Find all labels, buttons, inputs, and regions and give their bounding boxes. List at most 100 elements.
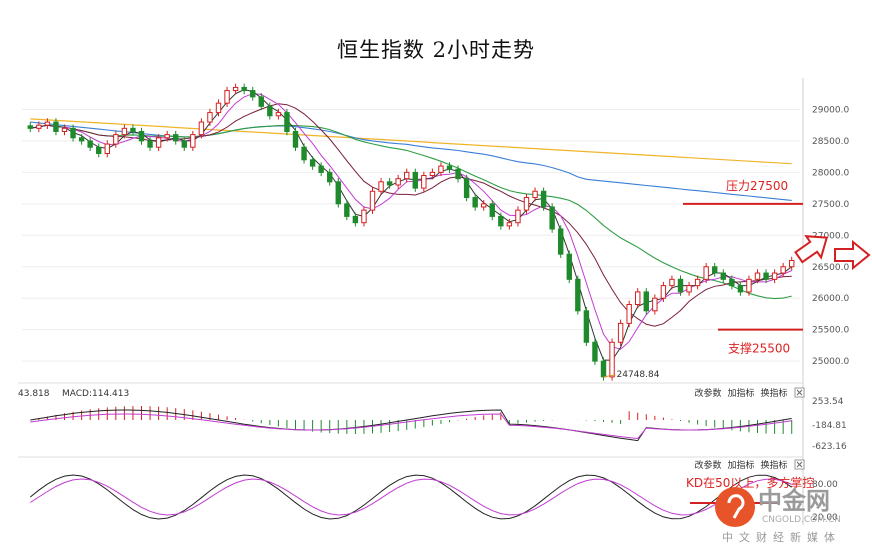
candle-body — [703, 266, 709, 280]
candle-body — [472, 197, 478, 208]
candle-body — [198, 121, 205, 136]
candle-body — [789, 259, 795, 268]
candle-body — [258, 96, 264, 107]
candle-body — [532, 190, 538, 199]
candle-body — [737, 285, 744, 293]
y-tick-label: 25500.0 — [812, 326, 849, 336]
candle-body — [190, 134, 196, 148]
candle-body — [130, 127, 136, 132]
candle-body — [36, 124, 42, 129]
candle-body — [506, 222, 513, 227]
candle-body — [70, 127, 76, 139]
candle-body — [429, 171, 436, 177]
candle-body — [780, 266, 786, 274]
candle-body — [592, 341, 598, 362]
macd-button-3: 换指标 — [760, 387, 787, 399]
kd-button-close-x — [796, 461, 803, 468]
kd-button-3: 换指标 — [760, 459, 787, 471]
watermark-site: CNGOLD.COM.CN — [762, 515, 841, 525]
candle-body — [643, 291, 649, 312]
low-marker — [603, 374, 616, 378]
kd-button-2: 加指标 — [727, 459, 754, 471]
candle-body — [232, 86, 239, 92]
candle-body — [489, 203, 495, 217]
macd-button-1: 改参数 — [694, 387, 721, 399]
candle-body — [361, 209, 367, 224]
candle-body — [44, 121, 51, 126]
candle-body — [677, 278, 684, 293]
kd-k-line — [29, 474, 792, 520]
candle-body — [173, 134, 179, 142]
watermark-brand: 中金网 — [758, 487, 830, 515]
candle-body — [352, 215, 359, 224]
candle-body — [78, 137, 85, 142]
up-arrow-icon — [794, 235, 829, 264]
candle-body — [566, 253, 572, 280]
candle-body — [386, 181, 393, 186]
candle-body — [207, 112, 213, 123]
y-tick-label: 28000.0 — [812, 168, 849, 178]
ma-line-yellow — [30, 118, 792, 165]
macd-button-close-x — [796, 389, 803, 396]
candle-body — [378, 181, 384, 192]
candle-body — [652, 297, 658, 312]
macd-tick-label: -623.16 — [812, 442, 847, 452]
candle-body — [155, 137, 162, 148]
candle-body — [250, 90, 256, 98]
candle-body — [121, 127, 128, 136]
candle-body — [404, 171, 410, 180]
macd-tick-label: 253.54 — [812, 397, 844, 407]
kd-tick-label: 80.00 — [812, 480, 838, 490]
candle-body — [763, 272, 769, 280]
ma-line-green — [30, 124, 792, 300]
candle-body — [558, 228, 564, 255]
candle-body — [301, 146, 307, 161]
chart-title: 恒生指数 2小时走势 — [336, 38, 536, 62]
candle-body — [498, 215, 504, 227]
right-arrow-icon — [834, 239, 871, 271]
ma-line-black — [30, 88, 792, 361]
up-arrow-icon-shape — [794, 235, 829, 264]
candle-body — [53, 121, 59, 132]
candle-body — [284, 112, 290, 132]
candle-body — [455, 168, 461, 180]
candle-body — [241, 86, 247, 92]
candle-body — [113, 134, 119, 145]
candle-body — [549, 206, 555, 230]
resistance-label: 压力27500 — [726, 179, 788, 193]
candle-body — [746, 278, 752, 293]
candle-body — [438, 165, 444, 173]
candle-body — [267, 105, 273, 117]
candle-body — [215, 102, 222, 114]
y-tick-label: 26000.0 — [812, 294, 849, 304]
candle-body — [523, 197, 530, 211]
candle-body — [635, 291, 641, 305]
candle-body — [660, 285, 667, 299]
low-label: 24748.84 — [617, 370, 660, 380]
candle-body — [147, 140, 153, 148]
macd-prefix: 43.818 — [18, 389, 50, 399]
macd-label: MACD:114.413 — [62, 389, 129, 399]
right-arrow-icon-shape — [834, 239, 871, 271]
macd-dea-line — [30, 413, 792, 440]
macd-button-2: 加指标 — [727, 387, 754, 399]
candle-body — [463, 178, 470, 199]
candle-body — [224, 90, 230, 104]
candle-body — [515, 209, 521, 224]
candle-body — [61, 127, 68, 132]
candle-body — [694, 278, 701, 287]
support-label: 支撑25500 — [728, 341, 790, 356]
watermark-logo-icon — [715, 487, 755, 527]
candle-body — [292, 130, 299, 148]
candle-body — [771, 272, 778, 280]
candle-body — [712, 266, 718, 274]
y-tick-label: 26500.0 — [812, 263, 849, 273]
candle-body — [87, 140, 93, 148]
candle-body — [686, 285, 692, 293]
candle-body — [669, 278, 675, 287]
macd-tick-label: -184.81 — [812, 421, 847, 431]
candle-body — [583, 310, 590, 343]
kd-d-line — [30, 478, 792, 516]
kd-button-1: 改参数 — [694, 459, 721, 471]
